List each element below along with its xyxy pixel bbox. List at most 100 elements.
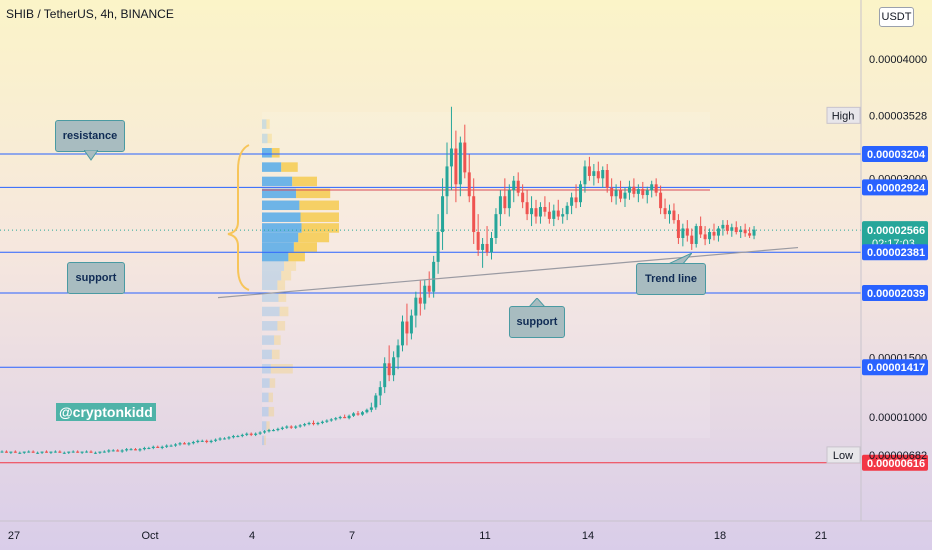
- volume-profile-up-23: [262, 406, 269, 417]
- time-tick-7: 21: [815, 530, 827, 542]
- volume-profile-down-0: [266, 119, 270, 129]
- volume-profile-down-18: [274, 335, 281, 345]
- candle-body-143: [636, 189, 640, 194]
- trend-line-callout[interactable]: Trend line: [636, 263, 706, 295]
- candle-body-109: [485, 243, 489, 253]
- low-marker-bg: [826, 446, 861, 464]
- candle-body-15: [67, 451, 71, 453]
- candle-body-93: [414, 297, 418, 316]
- candle-body-106: [472, 196, 476, 233]
- time-axis[interactable]: 27 Oct 4 7 11 14 18 21: [8, 530, 827, 542]
- candle-body-94: [418, 297, 422, 304]
- volume-profile-down-25: [264, 435, 266, 446]
- volume-profile-up-7: [262, 212, 301, 222]
- resistance-callout-pointer: [84, 150, 98, 161]
- candle-body-165: [734, 227, 738, 233]
- candle-body-146: [650, 184, 654, 191]
- candle-body-80: [356, 413, 360, 415]
- candle-body-155: [690, 235, 694, 244]
- volume-profile-down-20: [270, 363, 293, 374]
- candle-body-51: [227, 437, 231, 439]
- candle-body-27: [120, 450, 124, 452]
- currency-button[interactable]: USDT: [879, 7, 914, 27]
- candle-body-42: [187, 443, 191, 445]
- candle-body-126: [561, 214, 565, 217]
- volume-profile-up-10: [262, 242, 294, 252]
- volume-profile-up-22: [262, 392, 269, 403]
- candle-body-61: [271, 430, 275, 432]
- candle-body-4: [18, 452, 22, 454]
- candle-body-87: [387, 363, 391, 376]
- trend-line[interactable]: [217, 246, 799, 299]
- trend-line-label: Trend line: [645, 273, 697, 285]
- candle-body-161: [716, 228, 720, 236]
- support-left-label: support: [75, 272, 117, 284]
- candle-body-141: [627, 186, 631, 193]
- candle-body-116: [516, 180, 520, 193]
- support-left-callout[interactable]: support: [67, 262, 125, 294]
- candle-body-122: [543, 206, 547, 212]
- candle-body-34: [151, 446, 155, 448]
- candle-body-37: [165, 445, 169, 447]
- volume-profile-up-21: [262, 378, 270, 388]
- resistance-callout[interactable]: resistance: [55, 120, 125, 152]
- volume-profile-up-18: [262, 335, 275, 345]
- candle-body-52: [231, 436, 235, 438]
- volume-profile-up-9: [262, 232, 299, 243]
- candle-body-139: [619, 190, 623, 199]
- candle-body-167: [743, 229, 747, 234]
- price-axis[interactable]: 0.000040000.000030000.000015000.00001000…: [826, 54, 928, 471]
- candle-body-8: [36, 452, 40, 454]
- candle-body-48: [214, 439, 218, 441]
- candle-body-128: [570, 197, 574, 206]
- symbol-title: SHIB / TetherUS, 4h, BINANCE: [6, 7, 174, 21]
- price-label-1: 0.00002924: [867, 182, 926, 194]
- volume-profile-down-5: [296, 188, 331, 199]
- candle-body-32: [142, 447, 146, 450]
- candle-body-101: [449, 148, 453, 167]
- price-label-bg-5: [862, 359, 928, 376]
- range-bracket: [227, 144, 250, 291]
- price-tick-3: 0.00001000: [869, 412, 927, 424]
- candle-body-118: [525, 202, 529, 215]
- candle-body-145: [645, 190, 649, 196]
- candle-body-70: [312, 422, 315, 425]
- price-label-bg-6: [862, 454, 928, 471]
- candle-body-14: [62, 452, 66, 454]
- candle-body-162: [721, 224, 725, 229]
- candle-body-98: [436, 232, 440, 262]
- price-label-0: 0.00003204: [867, 149, 926, 161]
- candle-body-41: [182, 443, 186, 445]
- candle-body-86: [383, 363, 387, 388]
- candle-body-120: [534, 208, 538, 217]
- candle-body-21: [93, 452, 97, 454]
- volume-profile-down-24: [266, 421, 270, 431]
- candle-body-46: [205, 440, 209, 443]
- candle-body-25: [111, 450, 115, 452]
- volume-profile-down-13: [281, 270, 292, 281]
- candle-body-91: [405, 321, 409, 334]
- candle-body-73: [325, 420, 329, 422]
- volume-profile-down-12: [284, 261, 297, 271]
- candle-body-39: [174, 444, 178, 446]
- candle-body-23: [102, 451, 106, 453]
- candle-body-100: [445, 166, 449, 197]
- candles: [0, 106, 756, 454]
- candle-body-12: [53, 451, 57, 453]
- candle-body-75: [334, 418, 338, 420]
- candle-body-89: [396, 345, 400, 358]
- trend-line-callout-pointer: [666, 253, 692, 265]
- high-marker-value: 0.00003528: [869, 110, 927, 122]
- volume-profile-up-20: [262, 363, 271, 374]
- candle-body-45: [200, 440, 204, 442]
- candle-body-81: [360, 412, 364, 415]
- candle-body-154: [685, 228, 689, 236]
- candle-body-71: [316, 422, 320, 425]
- candle-body-22: [98, 451, 102, 453]
- candle-body-123: [547, 211, 551, 219]
- support-mid-callout[interactable]: support: [509, 306, 565, 338]
- candle-body-121: [538, 206, 542, 217]
- candle-body-31: [138, 449, 142, 451]
- candle-body-90: [401, 321, 404, 346]
